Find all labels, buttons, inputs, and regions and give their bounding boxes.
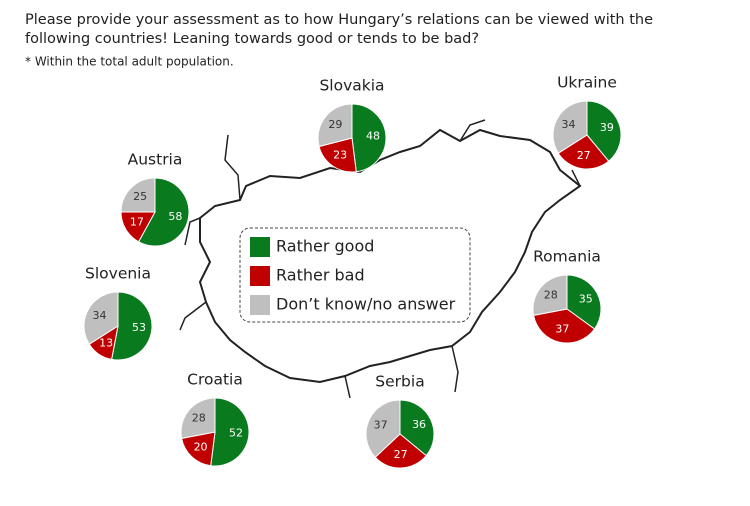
value-label: 17 (130, 216, 144, 229)
pie-slice (566, 274, 602, 330)
value-label: 58 (168, 210, 182, 223)
value-label: 35 (579, 292, 593, 305)
value-label: 13 (99, 336, 113, 349)
legend-box (239, 227, 471, 323)
title-line: following countries! Leaning towards goo… (25, 31, 479, 47)
value-label: 34 (562, 118, 576, 131)
pie-title: Romania (533, 248, 601, 266)
pie-title: Slovenia (85, 265, 151, 283)
value-label: 29 (328, 118, 342, 131)
pie-slice (137, 177, 190, 247)
pie-slice (351, 103, 387, 173)
pie-slice (181, 431, 216, 467)
value-label: 37 (555, 323, 569, 336)
pie-slice (557, 134, 610, 170)
value-label: 23 (333, 148, 347, 161)
value-label: 53 (132, 321, 146, 334)
pie-title: Croatia (187, 371, 243, 389)
pie-slice (586, 100, 622, 162)
value-label: 28 (192, 412, 206, 425)
pie-title: Slovakia (319, 77, 384, 95)
pie-slice (365, 399, 401, 458)
legend-label: Don’t know/no answer (276, 295, 456, 314)
pie-slice (317, 103, 353, 148)
legend-swatch (250, 295, 270, 315)
pie-slice (83, 291, 119, 345)
pie-title: Ukraine (557, 74, 617, 92)
legend-label: Rather bad (276, 266, 365, 285)
pie-slice (180, 397, 216, 439)
legend-swatch (250, 266, 270, 286)
value-label: 39 (600, 121, 614, 134)
pie-slice (552, 100, 588, 154)
pie-slice (533, 308, 596, 344)
value-label: 28 (544, 289, 558, 302)
value-label: 27 (394, 448, 408, 461)
value-label: 25 (133, 190, 147, 203)
value-label: 27 (577, 149, 591, 162)
legend-swatch (250, 237, 270, 257)
value-label: 48 (366, 130, 380, 143)
value-label: 37 (374, 419, 388, 432)
value-label: 52 (229, 426, 243, 439)
pie-slice (111, 291, 153, 361)
title-line: Please provide your assessment as to how… (25, 12, 653, 28)
pie-title: Serbia (375, 373, 424, 391)
pie-title: Austria (128, 151, 183, 169)
pie-slice (399, 399, 435, 457)
note: * Within the total adult population. (25, 55, 234, 69)
pie-slice (374, 433, 427, 469)
value-label: 34 (93, 309, 107, 322)
legend-label: Rather good (276, 237, 374, 256)
pie-slice (120, 177, 156, 213)
value-label: 36 (412, 418, 426, 431)
value-label: 20 (194, 440, 208, 453)
pie-slice (532, 274, 568, 316)
pie-slice (318, 137, 357, 173)
pie-slice (210, 397, 250, 467)
